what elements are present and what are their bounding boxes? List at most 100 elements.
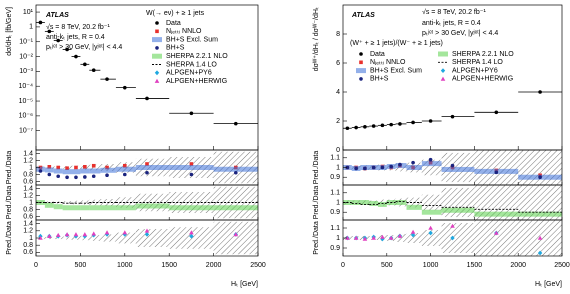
marker bbox=[537, 235, 543, 240]
band bbox=[89, 205, 101, 211]
y-tick-label: 1.4 bbox=[23, 150, 33, 157]
marker bbox=[354, 125, 358, 130]
y-tick-label: 1.1 bbox=[330, 190, 340, 197]
x-tick-label: 1000 bbox=[117, 262, 133, 269]
band bbox=[438, 51, 448, 57]
legend-label: ALPGEN+HERWIG bbox=[452, 76, 513, 83]
y-tick-label: 10¹ bbox=[23, 9, 34, 16]
marker bbox=[155, 29, 159, 34]
marker bbox=[233, 232, 239, 237]
x-tick-label: 0 bbox=[341, 262, 345, 269]
band bbox=[89, 168, 101, 174]
marker bbox=[398, 122, 402, 126]
band bbox=[53, 168, 63, 174]
marker bbox=[83, 175, 87, 179]
marker bbox=[65, 47, 69, 52]
x-tick-label: 2000 bbox=[206, 262, 222, 269]
y-tick-label: 10⁻⁷ bbox=[19, 128, 33, 135]
marker bbox=[440, 68, 446, 73]
ratio-y-label: Pred./Data bbox=[6, 221, 13, 255]
marker bbox=[145, 170, 149, 175]
y-tick-label: 4 bbox=[336, 89, 340, 96]
band bbox=[369, 200, 379, 206]
ratio-data bbox=[36, 151, 258, 184]
marker bbox=[389, 164, 393, 169]
ratio-data bbox=[343, 150, 562, 185]
marker bbox=[362, 236, 368, 241]
data-uncertainty bbox=[115, 197, 136, 208]
marker bbox=[450, 163, 455, 168]
band bbox=[62, 205, 72, 211]
y-tick-label: 1 bbox=[29, 199, 33, 206]
marker bbox=[440, 76, 446, 81]
marker bbox=[104, 230, 110, 235]
marker bbox=[47, 165, 52, 169]
y-tick-label: 1 bbox=[29, 164, 33, 171]
annotation: anti-kₜ jets, R = 0.4 bbox=[46, 34, 105, 41]
band bbox=[356, 68, 366, 74]
band bbox=[169, 165, 214, 170]
band bbox=[474, 211, 519, 217]
legend-label: BH+S Excl. Sum bbox=[370, 67, 422, 74]
marker bbox=[38, 20, 43, 25]
y-tick-label: 0.6 bbox=[23, 213, 33, 220]
data-uncertainty bbox=[71, 200, 81, 205]
marker bbox=[105, 77, 109, 81]
y-tick-label: 10⁻¹ bbox=[19, 39, 33, 46]
marker bbox=[73, 232, 79, 237]
marker bbox=[189, 233, 194, 239]
marker bbox=[65, 166, 69, 170]
x-tick-label: 500 bbox=[381, 262, 393, 269]
ratio-data bbox=[36, 186, 258, 219]
marker bbox=[428, 225, 433, 230]
marker bbox=[538, 175, 542, 180]
main-data bbox=[343, 90, 562, 131]
marker bbox=[189, 230, 194, 235]
band bbox=[518, 211, 562, 217]
marker bbox=[411, 160, 415, 165]
annotation: W(→ eν) + ≥ 1 jets bbox=[146, 10, 205, 17]
x-tick-label: 500 bbox=[75, 262, 87, 269]
band bbox=[406, 204, 422, 210]
x-tick-label: 0 bbox=[34, 262, 38, 269]
marker bbox=[494, 230, 499, 235]
marker bbox=[380, 123, 385, 128]
y-tick-label: 1.2 bbox=[23, 157, 33, 164]
marker bbox=[345, 235, 350, 240]
marker bbox=[538, 90, 542, 94]
band bbox=[115, 166, 136, 172]
annotation: √s = 8 TeV, 20.2 fb⁻¹ bbox=[422, 8, 486, 16]
legend-label: BH+S Excl. Sum bbox=[166, 36, 218, 43]
marker bbox=[56, 38, 60, 43]
marker bbox=[428, 230, 433, 236]
y-tick-label: 1 bbox=[29, 235, 33, 242]
legend-label: Data bbox=[166, 20, 181, 27]
y-tick-label: 0.9 bbox=[330, 245, 340, 252]
marker bbox=[359, 77, 363, 81]
marker bbox=[144, 232, 150, 237]
legend-label: Nⱼₑₜₜᵢ NNLO bbox=[166, 28, 202, 35]
band bbox=[115, 205, 136, 211]
marker bbox=[363, 166, 367, 171]
marker bbox=[82, 232, 88, 237]
main-data bbox=[36, 20, 258, 126]
legend-label: Nⱼₑₜₜᵢ NNLO bbox=[370, 59, 406, 66]
band bbox=[441, 207, 475, 213]
legend-label: SHERPA 2.2.1 NLO bbox=[452, 51, 514, 58]
y-tick-label: 1 bbox=[336, 164, 340, 171]
annotation: ATLAS bbox=[351, 12, 375, 19]
x-tick-label: 1500 bbox=[161, 262, 177, 269]
marker bbox=[411, 120, 415, 125]
annotation: pₜʲᵉᵗ > 30 GeV, |yʲᵉᵗ| < 4.4 bbox=[422, 30, 498, 37]
x-tick-label: 2500 bbox=[250, 262, 266, 269]
marker bbox=[91, 231, 97, 236]
legend-label: SHERPA 1.4 LO bbox=[166, 61, 217, 68]
marker bbox=[428, 157, 433, 162]
marker bbox=[410, 229, 416, 234]
band bbox=[152, 53, 162, 59]
band bbox=[421, 161, 442, 167]
marker bbox=[345, 165, 350, 170]
marker bbox=[189, 162, 194, 166]
band bbox=[80, 205, 90, 211]
marker bbox=[123, 85, 127, 90]
